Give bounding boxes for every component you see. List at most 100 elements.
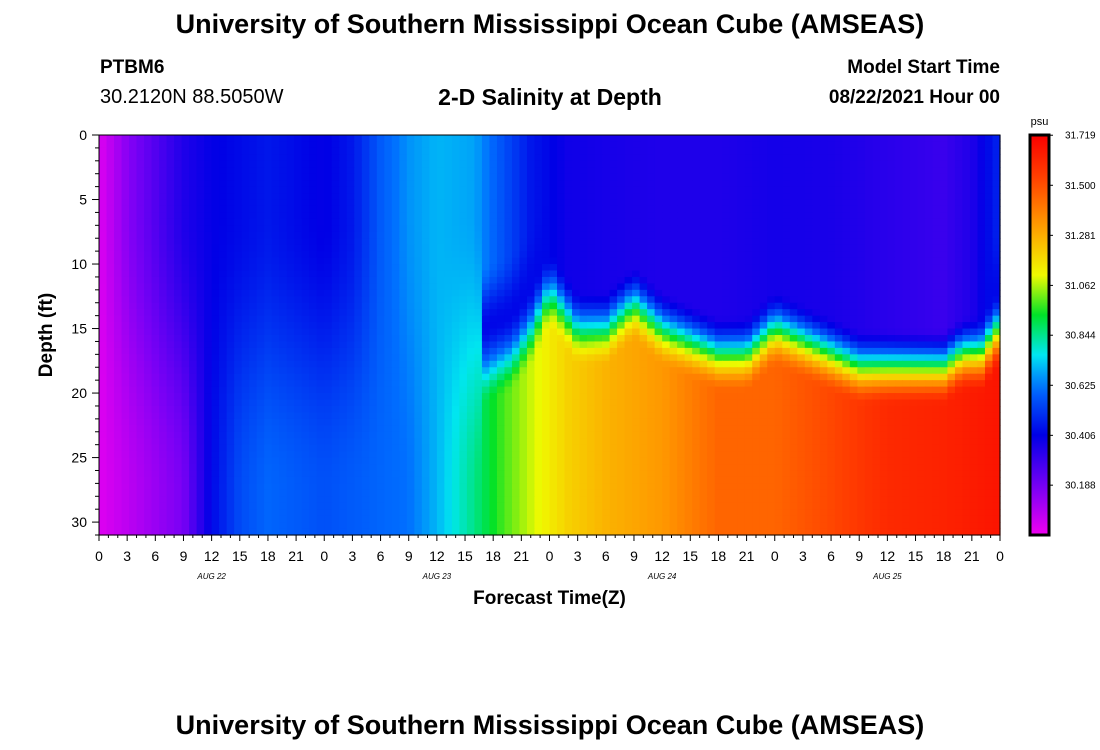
heatmap-cell xyxy=(684,373,693,381)
heatmap-cell xyxy=(707,386,716,394)
heatmap-cell xyxy=(466,341,476,349)
heatmap-cell xyxy=(767,193,776,201)
heatmap-cell xyxy=(684,238,693,246)
heatmap-cell xyxy=(827,167,836,175)
heatmap-cell xyxy=(932,257,941,265)
heatmap-cell xyxy=(444,354,453,362)
heatmap-cell xyxy=(819,354,828,362)
heatmap-cell xyxy=(939,180,949,188)
heatmap-cell xyxy=(384,180,393,188)
heatmap-cell xyxy=(226,218,235,226)
heatmap-cell xyxy=(226,380,235,388)
heatmap-cell xyxy=(572,354,581,362)
heatmap-cell xyxy=(166,264,175,272)
heatmap-cell xyxy=(572,322,581,330)
heatmap-cell xyxy=(249,386,258,394)
heatmap-cell xyxy=(196,225,205,233)
heatmap-cell xyxy=(714,328,723,336)
heatmap-cell xyxy=(669,335,678,343)
heatmap-cell xyxy=(211,193,220,201)
heatmap-cell xyxy=(354,322,363,330)
heatmap-cell xyxy=(939,238,949,246)
heatmap-cell xyxy=(909,251,919,259)
heatmap-cell xyxy=(759,322,768,330)
heatmap-cell xyxy=(564,244,573,252)
heatmap-cell xyxy=(384,251,393,259)
heatmap-cell xyxy=(909,367,919,375)
heatmap-cell xyxy=(376,283,385,291)
heatmap-cell xyxy=(279,276,288,284)
heatmap-cell xyxy=(99,251,108,259)
heatmap-cell xyxy=(256,173,265,181)
heatmap-cell xyxy=(489,276,498,284)
heatmap-cell xyxy=(789,180,798,188)
heatmap-cell xyxy=(992,218,1001,226)
heatmap-cell xyxy=(729,212,738,220)
heatmap-cell xyxy=(189,180,198,188)
heatmap-cell xyxy=(429,231,438,239)
heatmap-cell xyxy=(677,341,686,349)
heatmap-cell xyxy=(737,315,746,323)
heatmap-cell xyxy=(609,373,618,381)
heatmap-cell xyxy=(564,135,573,143)
heatmap-cell xyxy=(729,354,738,362)
heatmap-cell xyxy=(947,315,956,323)
heatmap-cell xyxy=(121,257,130,265)
heatmap-cell xyxy=(819,367,828,375)
heatmap-cell xyxy=(271,335,280,343)
heatmap-cell xyxy=(106,322,115,330)
heatmap-cell xyxy=(887,218,896,226)
heatmap-cell xyxy=(789,322,798,330)
heatmap-cell xyxy=(264,251,273,259)
heatmap-cell xyxy=(939,296,949,304)
heatmap-cell xyxy=(864,328,873,336)
heatmap-cell xyxy=(519,386,528,394)
heatmap-cell xyxy=(932,393,941,401)
heatmap-cell xyxy=(376,244,385,252)
heatmap-cell xyxy=(271,302,280,310)
heatmap-cell xyxy=(759,302,768,310)
heatmap-cell xyxy=(954,264,964,272)
heatmap-cell xyxy=(354,193,363,201)
heatmap-cell xyxy=(99,264,108,272)
heatmap-cell xyxy=(677,180,686,188)
heatmap-cell xyxy=(151,373,160,381)
heatmap-cell xyxy=(331,231,340,239)
heatmap-cell xyxy=(234,141,243,149)
heatmap-cell xyxy=(519,360,528,368)
heatmap-cell xyxy=(624,302,633,310)
heatmap-cell xyxy=(789,231,798,239)
heatmap-cell xyxy=(121,199,130,207)
heatmap-cell xyxy=(219,205,228,214)
heatmap-cell xyxy=(99,244,108,252)
heatmap-cell xyxy=(384,386,393,394)
heatmap-cell xyxy=(609,315,618,323)
heatmap-cell xyxy=(534,328,543,336)
heatmap-cell xyxy=(639,270,648,278)
heatmap-cell xyxy=(902,167,911,175)
heatmap-cell xyxy=(226,360,235,368)
heatmap-cell xyxy=(699,386,708,394)
heatmap-cell xyxy=(384,147,393,155)
heatmap-cell xyxy=(219,386,228,394)
heatmap-cell xyxy=(451,212,460,220)
heatmap-cell xyxy=(744,322,753,330)
heatmap-cell xyxy=(609,309,618,317)
heatmap-cell xyxy=(602,367,611,375)
heatmap-cell xyxy=(474,199,483,207)
heatmap-cell xyxy=(939,212,949,220)
heatmap-cell xyxy=(144,393,153,401)
heatmap-cell xyxy=(369,380,378,388)
heatmap-cell xyxy=(369,264,378,272)
heatmap-cell xyxy=(444,193,453,201)
heatmap-cell xyxy=(234,283,243,291)
heatmap-cell xyxy=(954,347,964,355)
heatmap-cell xyxy=(789,154,798,162)
heatmap-cell xyxy=(602,373,611,381)
heatmap-cell xyxy=(707,373,716,381)
heatmap-cell xyxy=(947,257,956,265)
heatmap-cell xyxy=(459,399,468,407)
heatmap-cell xyxy=(309,135,318,143)
heatmap-cell xyxy=(324,289,333,297)
heatmap-cell xyxy=(414,276,423,284)
